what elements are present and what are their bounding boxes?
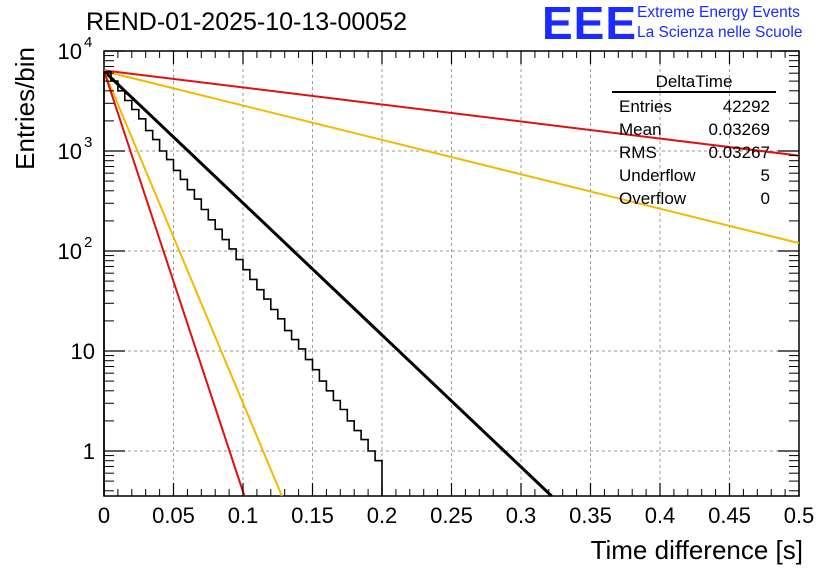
stats-box: DeltaTime Entries 42292 Mean 0.03269 RMS…	[612, 72, 776, 210]
y-tick-exponent: 3	[84, 134, 92, 151]
logo-subtitle-2: La Scienza nelle Scuole	[637, 24, 803, 41]
stats-title: DeltaTime	[612, 72, 776, 93]
y-tick-label: 10	[58, 39, 82, 64]
logo-subtitle-1: Extreme Energy Events	[637, 4, 800, 21]
y-tick-label: 10	[58, 239, 82, 264]
y-tick-label: 1	[83, 439, 95, 464]
stats-row: Mean 0.03269	[612, 118, 776, 141]
stats-row: RMS 0.03267	[612, 141, 776, 164]
x-tick-label: 0.3	[506, 503, 537, 528]
x-axis-label: Time difference [s]	[591, 535, 803, 565]
x-tick-label: 0.5	[784, 503, 815, 528]
run-title: REND-01-2025-10-13-00052	[86, 8, 408, 36]
stats-label: Mean	[619, 120, 662, 139]
stats-row: Entries 42292	[612, 95, 776, 118]
curve-yellow-slow	[103, 70, 800, 245]
stats-value: 0	[760, 189, 770, 208]
y-tick-label: 10	[71, 339, 95, 364]
y-tick-exponent: 2	[84, 234, 92, 251]
histogram-outline	[103, 71, 383, 496]
stats-value: 5	[760, 166, 770, 185]
curve-fit	[102, 70, 553, 498]
x-tick-label: 0.35	[569, 503, 612, 528]
eee-logo: EEE	[542, 0, 638, 49]
stats-value: 42292	[722, 97, 770, 116]
grid	[104, 51, 799, 496]
stats-row: Underflow 5	[612, 164, 776, 187]
y-tick-label: 10	[58, 139, 82, 164]
stats-label: Underflow	[619, 166, 696, 185]
x-tick-label: 0.4	[645, 503, 676, 528]
x-tick-label: 0.45	[708, 503, 751, 528]
curve-yellow-fast	[103, 70, 283, 497]
stats-row: Overflow 0	[612, 187, 776, 210]
curve-red-slow	[103, 69, 800, 157]
histogram	[103, 71, 383, 496]
x-tick-label: 0.05	[152, 503, 195, 528]
fit-curves	[102, 69, 800, 498]
y-tick-exponent: 4	[84, 34, 92, 51]
stats-value: 0.03269	[708, 120, 770, 139]
y-axis-label: Entries/bin	[10, 47, 40, 170]
stats-label: Entries	[619, 97, 672, 116]
stats-label: Overflow	[619, 189, 687, 208]
x-tick-label: 0.2	[367, 503, 398, 528]
x-tick-label: 0.15	[291, 503, 334, 528]
stats-value: 0.03267	[708, 143, 770, 162]
axes: 0 0.05 0.1 0.15 0.2 0.25 0.3 0.35 0.4 0.45 0.5 1 10 1…	[58, 34, 815, 528]
curve-red-fast	[103, 70, 246, 497]
x-tick-label: 0.25	[430, 503, 473, 528]
x-tick-label: 0	[98, 503, 110, 528]
stats-label: RMS	[619, 143, 657, 162]
x-tick-label: 0.1	[228, 503, 259, 528]
